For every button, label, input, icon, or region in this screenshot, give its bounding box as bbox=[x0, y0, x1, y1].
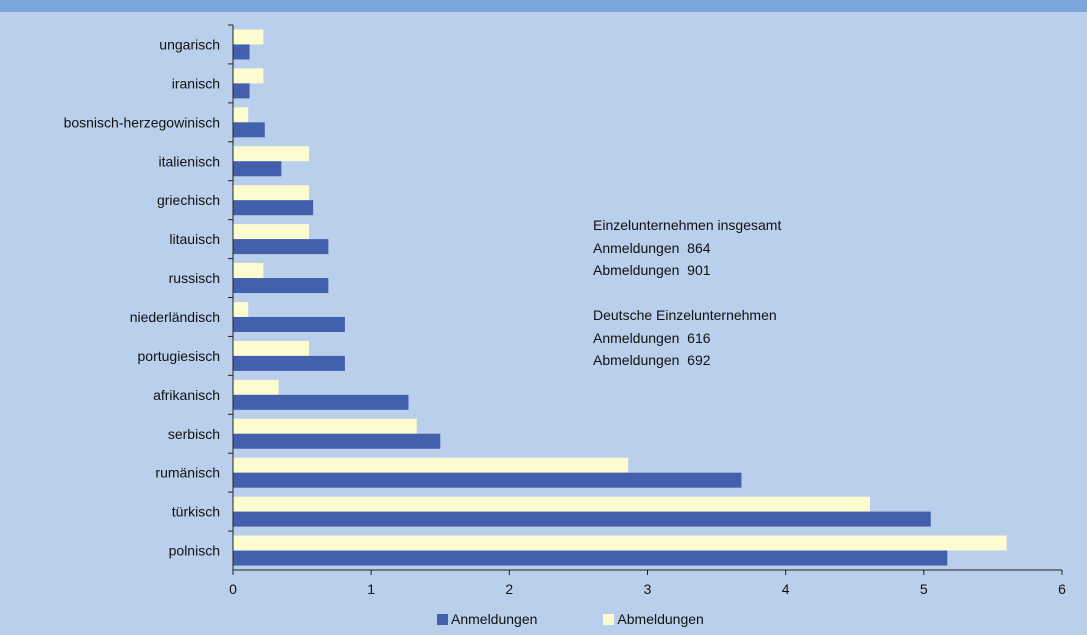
legend-swatch-anmeldungen bbox=[437, 613, 448, 625]
x-tick-label: 4 bbox=[782, 581, 790, 597]
bar-abmeldungen-litauisch bbox=[233, 224, 309, 240]
bar-anmeldungen-litauisch bbox=[233, 239, 329, 255]
bar-anmeldungen-afrikanisch bbox=[233, 394, 409, 410]
y-tick-label-rumanisch: rumänisch bbox=[155, 465, 220, 481]
bar-abmeldungen-afrikanisch bbox=[233, 379, 279, 395]
bar-anmeldungen-iranisch bbox=[233, 83, 250, 99]
bar-abmeldungen-niederlandisch bbox=[233, 301, 249, 317]
x-tick-label: 6 bbox=[1058, 581, 1066, 597]
legend-label-anmeldungen: Anmeldungen bbox=[451, 611, 538, 627]
bar-abmeldungen-bosnisch-herzegowinisch bbox=[233, 107, 249, 123]
y-tick-label-iranisch: iranisch bbox=[172, 75, 220, 91]
legend-item-abmeldungen: Abmeldungen bbox=[603, 611, 704, 627]
y-tick-label-turkisch: türkisch bbox=[172, 504, 220, 520]
bar-anmeldungen-turkisch bbox=[233, 511, 931, 527]
y-tick-label-niederlandisch: niederländisch bbox=[130, 309, 220, 325]
legend-swatch-abmeldungen bbox=[603, 613, 615, 625]
bar-anmeldungen-polnisch bbox=[233, 550, 948, 566]
bar-abmeldungen-polnisch bbox=[233, 535, 1007, 551]
legend: Anmeldungen Abmeldungen bbox=[437, 611, 704, 627]
y-tick-label-serbisch: serbisch bbox=[168, 426, 220, 442]
info-block1-line1: Anmeldungen 864 bbox=[593, 239, 711, 256]
bar-abmeldungen-iranisch bbox=[233, 68, 264, 84]
bar-anmeldungen-griechisch bbox=[233, 200, 314, 216]
info-block2-line2: Abmeldungen 692 bbox=[593, 352, 711, 368]
y-tick-label-litauisch: litauisch bbox=[169, 231, 220, 247]
bar-abmeldungen-ungarisch bbox=[233, 29, 264, 45]
bar-anmeldungen-ungarisch bbox=[233, 44, 250, 60]
bar-anmeldungen-bosnisch-herzegowinisch bbox=[233, 122, 265, 138]
bar-anmeldungen-rumanisch bbox=[233, 472, 742, 488]
x-tick-label: 1 bbox=[367, 581, 375, 597]
y-tick-label-griechisch: griechisch bbox=[157, 192, 220, 208]
bar-anmeldungen-niederlandisch bbox=[233, 316, 345, 332]
bar-abmeldungen-serbisch bbox=[233, 418, 417, 434]
x-tick-label: 0 bbox=[229, 581, 237, 597]
bar-abmeldungen-portugiesisch bbox=[233, 340, 309, 356]
info-block1-title: Einzelunternehmen insgesamt bbox=[593, 217, 782, 233]
info-block1-line2: Abmeldungen 901 bbox=[593, 262, 711, 278]
x-tick-label: 2 bbox=[505, 581, 513, 597]
y-tick-label-russisch: russisch bbox=[169, 270, 220, 286]
y-tick-label-italienisch: italienisch bbox=[159, 153, 220, 169]
bar-abmeldungen-griechisch bbox=[233, 185, 309, 201]
bar-abmeldungen-rumanisch bbox=[233, 457, 629, 473]
info-box: Einzelunternehmen insgesamt Anmeldungen … bbox=[593, 214, 781, 372]
y-tick-label-polnisch: polnisch bbox=[169, 543, 220, 559]
legend-label-abmeldungen: Abmeldungen bbox=[617, 611, 704, 627]
x-tick-label: 5 bbox=[920, 581, 928, 597]
bar-abmeldungen-italienisch bbox=[233, 146, 309, 162]
top-band bbox=[0, 0, 1087, 12]
x-tick-label: 3 bbox=[644, 581, 652, 597]
bar-anmeldungen-russisch bbox=[233, 278, 329, 294]
y-tick-label-bosnisch-herzegowinisch: bosnisch-herzegowinisch bbox=[64, 114, 220, 130]
bar-abmeldungen-turkisch bbox=[233, 496, 870, 512]
y-tick-label-portugiesisch: portugiesisch bbox=[138, 348, 221, 364]
bar-anmeldungen-serbisch bbox=[233, 433, 441, 449]
bar-anmeldungen-italienisch bbox=[233, 161, 282, 177]
y-tick-label-afrikanisch: afrikanisch bbox=[153, 387, 220, 403]
y-tick-label-ungarisch: ungarisch bbox=[159, 36, 220, 52]
info-block2-line1: Anmeldungen 616 bbox=[593, 329, 711, 346]
info-block2-title: Deutsche Einzelunternehmen bbox=[593, 307, 777, 323]
bar-abmeldungen-russisch bbox=[233, 263, 264, 279]
legend-item-anmeldungen: Anmeldungen bbox=[437, 611, 537, 627]
bar-anmeldungen-portugiesisch bbox=[233, 355, 345, 371]
